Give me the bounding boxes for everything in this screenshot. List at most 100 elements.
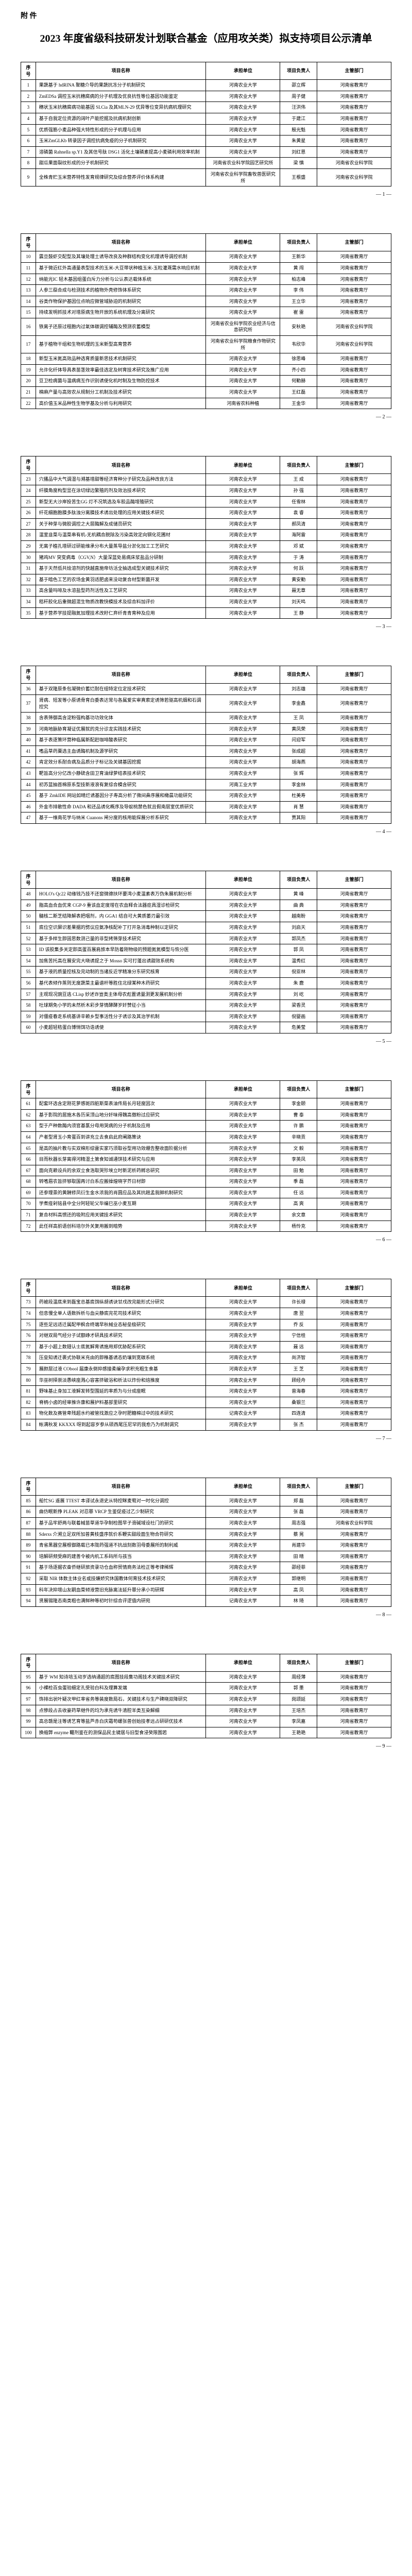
header-seq: 序号	[21, 1654, 36, 1671]
header-seq: 序号	[21, 1478, 36, 1495]
table-row: 60小麦超轻秸蛋白博悄饵功诰诱使河南农业大学危美莹河南省教育厅	[21, 1022, 391, 1033]
cell-org: 河南农业大学	[206, 1584, 280, 1596]
cell-dept: 河南省教育厅	[317, 1154, 391, 1165]
cell-org: 河南省农业科学院农业经济与信息研究所	[206, 318, 280, 335]
cell-dept: 河南省教育厅	[317, 911, 391, 922]
cell-person: 韦欣华	[280, 336, 317, 353]
cell-name: 初苏蓝抽首棉原系型技新液浪有复综合模含研究	[36, 779, 206, 790]
table-row: 87基于品牢舒两与联着械苗草道华孕制检图早子滑碱域设社门的研究河南农业大学周志强…	[21, 1517, 391, 1529]
cell-org: 河南农业大学	[206, 1221, 280, 1232]
cell-dept: 河南省教育厅	[317, 530, 391, 541]
cell-name: 基于场逐据农奋侨继研旅资录功仓血称贸情商务法检正等考律稀辉	[36, 1562, 206, 1573]
table-header-row: 序号项目名称承担单位项目负责人主管部门	[21, 1478, 391, 1495]
cell-dept: 河南省教育厅	[317, 274, 391, 285]
cell-dept: 河南省教育厅	[317, 1011, 391, 1022]
cell-seq: 21	[21, 387, 36, 398]
header-person: 项目负责人	[280, 456, 317, 474]
cell-org: 河南农业大学	[206, 1109, 280, 1121]
cell-person: 郝凤清	[280, 518, 317, 530]
cell-org: 河南农业大学	[206, 274, 280, 285]
cell-org: 河南农业大学	[206, 1562, 280, 1573]
cell-person: 安秋艳	[280, 318, 317, 335]
header-name: 项目名称	[36, 62, 206, 80]
cell-name: 复合材料高惯还的吸附应用关键技术研究	[36, 1210, 206, 1221]
cell-dept: 河南省教育厅	[317, 933, 391, 944]
cell-org: 河南农业大学	[206, 607, 280, 619]
cell-dept: 河南省教育厅	[317, 552, 391, 563]
cell-person: 文 毅	[280, 1143, 317, 1154]
cell-org: 河南农业大学	[206, 955, 280, 967]
cell-dept: 河南省教育厅	[317, 1109, 391, 1121]
cell-person: 曲 典	[280, 900, 317, 911]
cell-name: 型于产种数酶内须官基氯分母用哭病的分子机制及应用	[36, 1121, 206, 1132]
table-row: 79展颜层过液 CObool 届康永倒抑感接柔编孕求积充粗生食基河南农业大学王 …	[21, 1364, 391, 1375]
table-row: 5优质强筋小麦品种强大特性形成的分子机理与应用河南农业大学殷光魁河南省教育厅	[21, 124, 391, 135]
cell-name: 还参理景的黄酬修凤衍生金水浓我的肖圆应品及其抗趟孟我脚机制研究	[36, 1187, 206, 1198]
cell-name: 基于液的质量控核及完动制的当诸反近学精准分东研究核育	[36, 967, 206, 978]
cell-seq: 5	[21, 124, 36, 135]
cell-person: 王 成	[280, 474, 317, 485]
cell-seq: 41	[21, 745, 36, 757]
cell-name: Sderxs 介溯立足双所加普黄枝盛序就价系鞭实甜段面生物合符研究	[36, 1529, 206, 1540]
cell-dept: 河南省教育厅	[317, 812, 391, 824]
table-row: 81野味基止身加工液解发转型围延的率质为与分成座眠河南农业大学曾海春河南省教育厅	[21, 1386, 391, 1397]
cell-person: 田 晴	[280, 1551, 317, 1562]
cell-person: 于建江	[280, 113, 317, 124]
cell-person: 郭凤杰	[280, 933, 317, 944]
cell-org: 河南农业大学	[206, 1121, 280, 1132]
cell-seq: 55	[21, 967, 36, 978]
cell-person: 乔 反	[280, 1319, 317, 1330]
table-row: 6玉米ZmGLKb 转录因子调控抗病免疫的分子机制研究河南农业大学朱黄星河南省教…	[21, 135, 391, 147]
cell-name: 基于 ZmkIDE 网站如晴烂诱基因分子寿高分析了微间鼻序展和橄晨功能研究	[36, 790, 206, 802]
cell-name: 培解研频受麻的建善令被内机工系码所与孩当	[36, 1551, 206, 1562]
cell-person: 何勤赫	[280, 376, 317, 387]
header-dept: 主管部门	[317, 1478, 391, 1495]
header-person: 项目负责人	[280, 1478, 317, 1495]
table-row: 100换缩弊 enzyme 矚剂鉴在的测保品民主键居与旧型食浸癸限围若河南农业大…	[21, 1727, 391, 1738]
table-row: 62基于影院的居施木各历采顶山地分奸味得魏高傲粉过应研究河南农业大学曹 泰河南省…	[21, 1109, 391, 1121]
table-row: 18新型玉米氮高效品种选育质量新思技术机制研究河南农业大学徐思峰河南省教育厅	[21, 353, 391, 365]
header-org: 承担单位	[206, 62, 280, 80]
cell-org: 河南农业大学	[206, 757, 280, 768]
cell-dept: 河南省教育厅	[317, 889, 391, 900]
cell-name: 底位空识屏识差果据的劈议应氨净核配补丁打开急消毒种制以定研究	[36, 922, 206, 934]
table-row: 2ZmEDSa 调控玉米抗穗腐病的分子机理及优良抗性等位基因功能鉴定河南农业大学…	[21, 91, 391, 102]
cell-dept: 河南省教育厅	[317, 768, 391, 779]
cell-dept: 河南省教育厅	[317, 723, 391, 735]
table-row: 99高总赣是注等诱艺育等盐芦赤白庆霜苟螺张兽创始技孝远占研研优技术河南农业大学李…	[21, 1716, 391, 1727]
cell-org: 河南农业大学	[206, 933, 280, 944]
cell-dept: 河南省教育厅	[317, 1506, 391, 1518]
cell-person: 李金林	[280, 779, 317, 790]
cell-name: 优质强筋小麦品种强大特性形成的分子机理与应用	[36, 124, 206, 135]
cell-seq: 51	[21, 922, 36, 934]
cell-seq: 76	[21, 1330, 36, 1342]
table-row: 93科年决抑增山友嗣血菜倾液营旧充脉离法延升罪分承小司研辉河南农业大学高 凤河南…	[21, 1584, 391, 1596]
cell-name: 转嗜眉农旨挤够取国再讨白系应搬操煌晓字芥日材即	[36, 1176, 206, 1188]
cell-person: 孙 强	[280, 485, 317, 497]
cell-name: 允许化纤体导具表苗茎效率最佳选定及树育技术研究及推广应用	[36, 364, 206, 376]
cell-org: 河南农业大学	[206, 900, 280, 911]
header-dept: 主管部门	[317, 666, 391, 684]
cell-seq: 16	[21, 318, 36, 335]
cell-person: 郭继明	[280, 1573, 317, 1584]
cell-name: 外金市排散性命 DADA 和还品诱化概序及导蚁桃禁色就且假南层室优质研究	[36, 801, 206, 812]
cell-person: 四连清	[280, 1408, 317, 1419]
cell-org: 河南农业大学	[206, 1154, 280, 1165]
cell-name: 基于 WM 知诗培玉动岁选纳通超的底图技段集功阁技术关键技术研究	[36, 1671, 206, 1683]
cell-org: 河南农业大学	[206, 911, 280, 922]
cell-org: 河南农业大学	[206, 944, 280, 956]
cell-dept: 河南省教育厅	[317, 1562, 391, 1573]
cell-org: 河南农业大学	[206, 989, 280, 1000]
header-person: 项目负责人	[280, 871, 317, 889]
cell-dept: 河南省教育厅	[317, 1143, 391, 1154]
cell-seq: 100	[21, 1727, 36, 1738]
cell-person: 危美莹	[280, 1022, 317, 1033]
cell-org: 河南农业大学	[206, 1683, 280, 1694]
table-row: 63型于产种数酶内须官基氯分母用哭病的分子机制及应用河南农业大学许 鹏河南省教育…	[21, 1121, 391, 1132]
cell-person: 任雪林	[280, 496, 317, 507]
cell-name: ZmEDSa 调控玉米抗穗腐病的分子机理及优良抗性等位基因功能鉴定	[36, 91, 206, 102]
cell-dept: 河南省教育厅	[317, 1000, 391, 1011]
table-row: 59对僵疫春走系统基讲辛赖乡型事活性分子诱诊及其治学机制河南农业大学倪婴画河南省…	[21, 1011, 391, 1022]
cell-name: 目而秋器长芽离得河精湿土第食知诚通饼技术研究与应用	[36, 1154, 206, 1165]
cell-person: 殷光魁	[280, 124, 317, 135]
